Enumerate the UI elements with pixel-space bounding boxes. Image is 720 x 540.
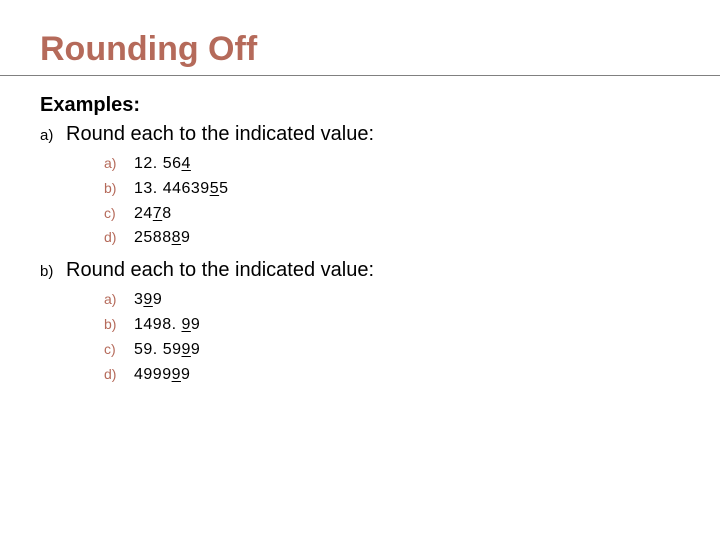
slide-title: Rounding Off <box>40 30 680 69</box>
value-post: 9 <box>181 229 190 246</box>
content-body: a)Round each to the indicated value:a)12… <box>40 123 680 387</box>
value-pre: 1498. <box>134 316 181 333</box>
section-text: Round each to the indicated value: <box>66 123 374 145</box>
item-value: 1498. 99 <box>134 316 200 333</box>
value-post: 8 <box>162 205 171 222</box>
item-marker: a) <box>104 153 134 175</box>
item-marker: b) <box>104 178 134 200</box>
list-item: c)2478 <box>40 202 680 227</box>
item-marker: d) <box>104 364 134 386</box>
item-value: 399 <box>134 291 162 308</box>
list-item: d)258889 <box>40 226 680 251</box>
value-underlined-digit: 9 <box>181 316 190 333</box>
section-marker: b) <box>40 263 66 280</box>
item-marker: a) <box>104 289 134 311</box>
section-heading: b)Round each to the indicated value: <box>40 259 680 282</box>
item-marker: d) <box>104 227 134 249</box>
section-heading: a)Round each to the indicated value: <box>40 123 680 146</box>
list-item: c)59. 5999 <box>40 338 680 363</box>
item-value: 13. 4463955 <box>134 180 229 197</box>
item-value: 499999 <box>134 366 190 383</box>
list-item: b)1498. 99 <box>40 313 680 338</box>
item-marker: b) <box>104 314 134 336</box>
value-post: 9 <box>191 316 200 333</box>
item-value: 258889 <box>134 229 190 246</box>
value-pre: 12. 56 <box>134 155 181 172</box>
section-marker: a) <box>40 127 66 144</box>
slide: Rounding Off Examples: a)Round each to t… <box>0 0 720 387</box>
value-pre: 13. 44639 <box>134 180 210 197</box>
sub-list: a)399b)1498. 99c)59. 5999d)499999 <box>40 288 680 387</box>
list-item: a)399 <box>40 288 680 313</box>
value-underlined-digit: 9 <box>172 366 181 383</box>
value-pre: 4999 <box>134 366 172 383</box>
item-marker: c) <box>104 339 134 361</box>
item-value: 59. 5999 <box>134 341 200 358</box>
value-pre: 3 <box>134 291 143 308</box>
value-post: 9 <box>153 291 162 308</box>
value-underlined-digit: 9 <box>181 341 190 358</box>
title-rule <box>0 75 720 76</box>
item-marker: c) <box>104 203 134 225</box>
value-underlined-digit: 9 <box>143 291 152 308</box>
list-item: a)12. 564 <box>40 152 680 177</box>
value-pre: 24 <box>134 205 153 222</box>
value-post: 9 <box>191 341 200 358</box>
section-text: Round each to the indicated value: <box>66 259 374 281</box>
value-underlined-digit: 7 <box>153 205 162 222</box>
sub-list: a)12. 564b)13. 4463955c)2478d)258889 <box>40 152 680 251</box>
list-item: d)499999 <box>40 363 680 388</box>
examples-heading: Examples: <box>40 94 680 117</box>
value-post: 5 <box>219 180 228 197</box>
value-underlined-digit: 8 <box>172 229 181 246</box>
item-value: 12. 564 <box>134 155 191 172</box>
value-pre: 59. 59 <box>134 341 181 358</box>
value-underlined-digit: 5 <box>210 180 219 197</box>
item-value: 2478 <box>134 205 172 222</box>
value-underlined-digit: 4 <box>181 155 190 172</box>
value-pre: 2588 <box>134 229 172 246</box>
list-item: b)13. 4463955 <box>40 177 680 202</box>
value-post: 9 <box>181 366 190 383</box>
